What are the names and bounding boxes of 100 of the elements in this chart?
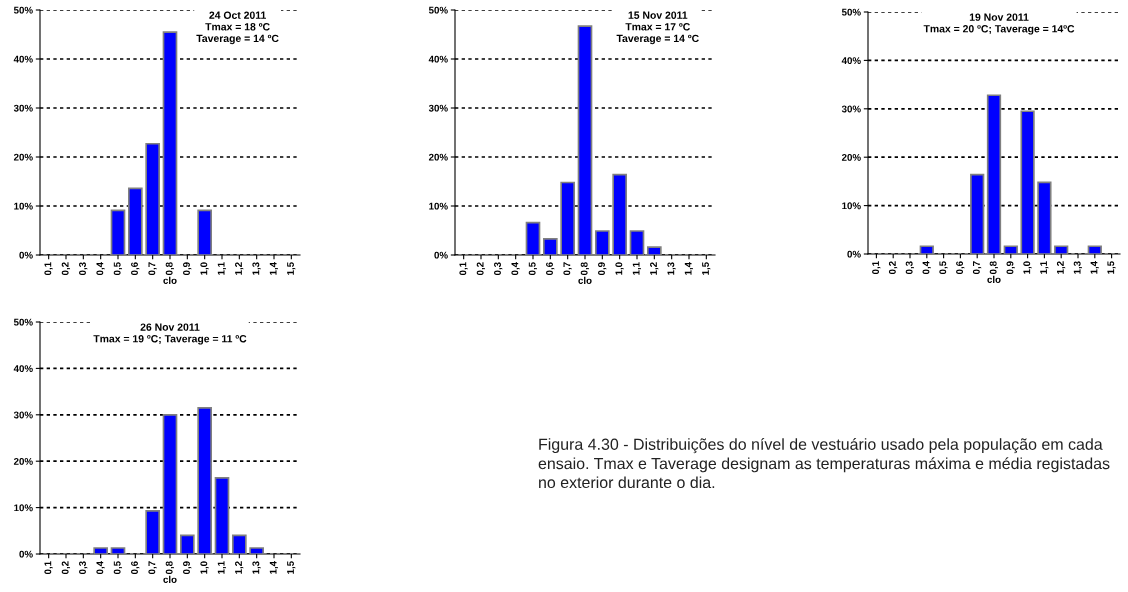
bar <box>525 221 541 255</box>
bar <box>162 31 178 255</box>
x-tick-label: 1,2 <box>650 262 659 275</box>
y-tick-label: 40% <box>13 55 33 63</box>
x-tick-label: 1,0 <box>615 262 624 275</box>
bar <box>145 510 161 554</box>
x-tick-label: 1,1 <box>217 561 227 574</box>
x-tick-label: 0,7 <box>148 262 157 276</box>
bar <box>110 547 126 554</box>
x-tick-label: 0,4 <box>511 262 520 276</box>
x-tick-label: 0,6 <box>131 561 140 575</box>
x-tick-label: 0,1 <box>872 261 881 275</box>
y-tick-label: 50% <box>428 6 448 14</box>
y-tick-label: 20% <box>13 457 33 465</box>
y-tick-label: 50% <box>841 8 861 16</box>
x-tick-label: 0,4 <box>922 261 931 275</box>
x-tick-label: 1,1 <box>217 262 227 275</box>
y-tick-label: 40% <box>841 57 861 65</box>
x-tick-label: 1,5 <box>287 561 296 574</box>
x-tick-label: 1,5 <box>287 262 296 275</box>
x-tick-label: 1,3 <box>252 262 261 275</box>
x-tick-label: 0,3 <box>79 561 88 575</box>
x-tick-label: 0,6 <box>546 262 555 276</box>
bar <box>612 173 628 255</box>
bar <box>986 94 1002 254</box>
bar <box>162 413 178 554</box>
bar <box>1037 181 1052 254</box>
x-tick-label: 0,2 <box>61 561 71 575</box>
bar <box>110 209 126 255</box>
y-tick-label: 40% <box>13 365 33 373</box>
x-tick-label: 0,1 <box>44 561 53 575</box>
x-tick-label: 1,4 <box>684 262 694 275</box>
x-tick-label: 1,3 <box>252 561 261 574</box>
x-tick-label: 0,2 <box>888 261 898 275</box>
x-tick-label: 1,3 <box>667 262 676 275</box>
y-tick-label: 10% <box>14 504 33 512</box>
y-tick-label: 0% <box>19 550 33 558</box>
y-tick-label: 30% <box>428 104 448 112</box>
y-tick-label: 40% <box>428 55 448 63</box>
x-axis-title: clo <box>163 276 177 284</box>
x-tick-label: 0,7 <box>972 261 982 275</box>
x-tick-label: 0,9 <box>183 561 192 575</box>
x-tick-label: 1,4 <box>1090 261 1099 274</box>
y-tick-label: 50% <box>13 6 33 14</box>
text: Figura 4.30 - Distribuições do nível de vestuário usado pela população em cada ensaio. Tmax e Taverage designam as temperaturas máxima e média registadas no exterior durante o dia. <box>538 438 1110 489</box>
bar <box>197 407 213 554</box>
x-tick-label: 0,1 <box>44 262 53 276</box>
y-tick-label: 0% <box>847 250 861 258</box>
bar <box>560 181 576 255</box>
x-tick-label: 0,5 <box>939 261 948 275</box>
x-tick-label: 1,3 <box>1073 261 1083 274</box>
y-tick-label: 20% <box>13 153 33 161</box>
y-tick-label: 10% <box>14 202 33 210</box>
y-tick-label: 30% <box>13 411 33 419</box>
x-tick-label: 0,8 <box>580 262 590 276</box>
x-tick-label: 0,8 <box>165 561 175 575</box>
text: 24 Oct 2011 Tmax = 18 ºC Taverage = 14 ºC <box>196 11 279 45</box>
x-tick-label: 0,5 <box>528 262 538 276</box>
bar <box>542 237 558 255</box>
bar <box>919 245 934 254</box>
y-tick-label: 0% <box>434 251 448 259</box>
x-tick-label: 1,4 <box>269 561 279 574</box>
y-tick-label: 20% <box>428 153 448 161</box>
y-tick-label: 30% <box>841 105 861 113</box>
y-tick-label: 10% <box>842 202 861 210</box>
bar <box>179 534 195 554</box>
x-tick-label: 0,8 <box>165 262 175 276</box>
bar <box>145 142 161 255</box>
x-tick-label: 0,5 <box>113 561 123 575</box>
x-tick-label: 1,5 <box>1107 261 1116 274</box>
x-tick-label: 0,3 <box>79 262 88 276</box>
x-tick-label: 0,6 <box>956 261 965 275</box>
bar <box>646 246 662 255</box>
x-tick-label: 1,0 <box>200 561 209 574</box>
x-axis-title: clo <box>578 276 592 284</box>
bar <box>1087 245 1102 254</box>
x-tick-label: 0,4 <box>96 561 105 575</box>
text: 26 Nov 2011 Tmax = 19 ºC; Taverage = 11 ºC <box>93 323 247 345</box>
x-tick-label: 0,4 <box>96 262 105 276</box>
x-tick-label: 1,2 <box>235 262 244 275</box>
x-tick-label: 0,3 <box>905 261 915 275</box>
x-tick-label: 0,3 <box>494 262 503 276</box>
text: 19 Nov 2011 Tmax = 20 ºC; Taverage = 14ºC <box>923 13 1075 35</box>
x-tick-label: 0,9 <box>183 262 192 276</box>
x-tick-label: 0,5 <box>113 262 123 276</box>
x-tick-label: 1,1 <box>632 262 642 275</box>
bar <box>93 547 109 554</box>
bar <box>1020 110 1035 254</box>
text: 15 Nov 2011 Tmax = 17 ºC Taverage = 14 ºC <box>616 11 699 45</box>
x-tick-label: 1,0 <box>1023 261 1032 274</box>
bar <box>1003 245 1018 254</box>
bar <box>1054 245 1069 254</box>
x-tick-label: 1,0 <box>200 262 209 275</box>
y-tick-label: 20% <box>841 153 861 161</box>
x-tick-label: 1,5 <box>702 262 711 275</box>
bar <box>231 534 247 554</box>
x-tick-label: 0,9 <box>1006 261 1015 275</box>
x-tick-label: 0,2 <box>476 262 486 276</box>
x-tick-label: 0,2 <box>61 262 71 276</box>
y-tick-label: 10% <box>429 202 448 210</box>
